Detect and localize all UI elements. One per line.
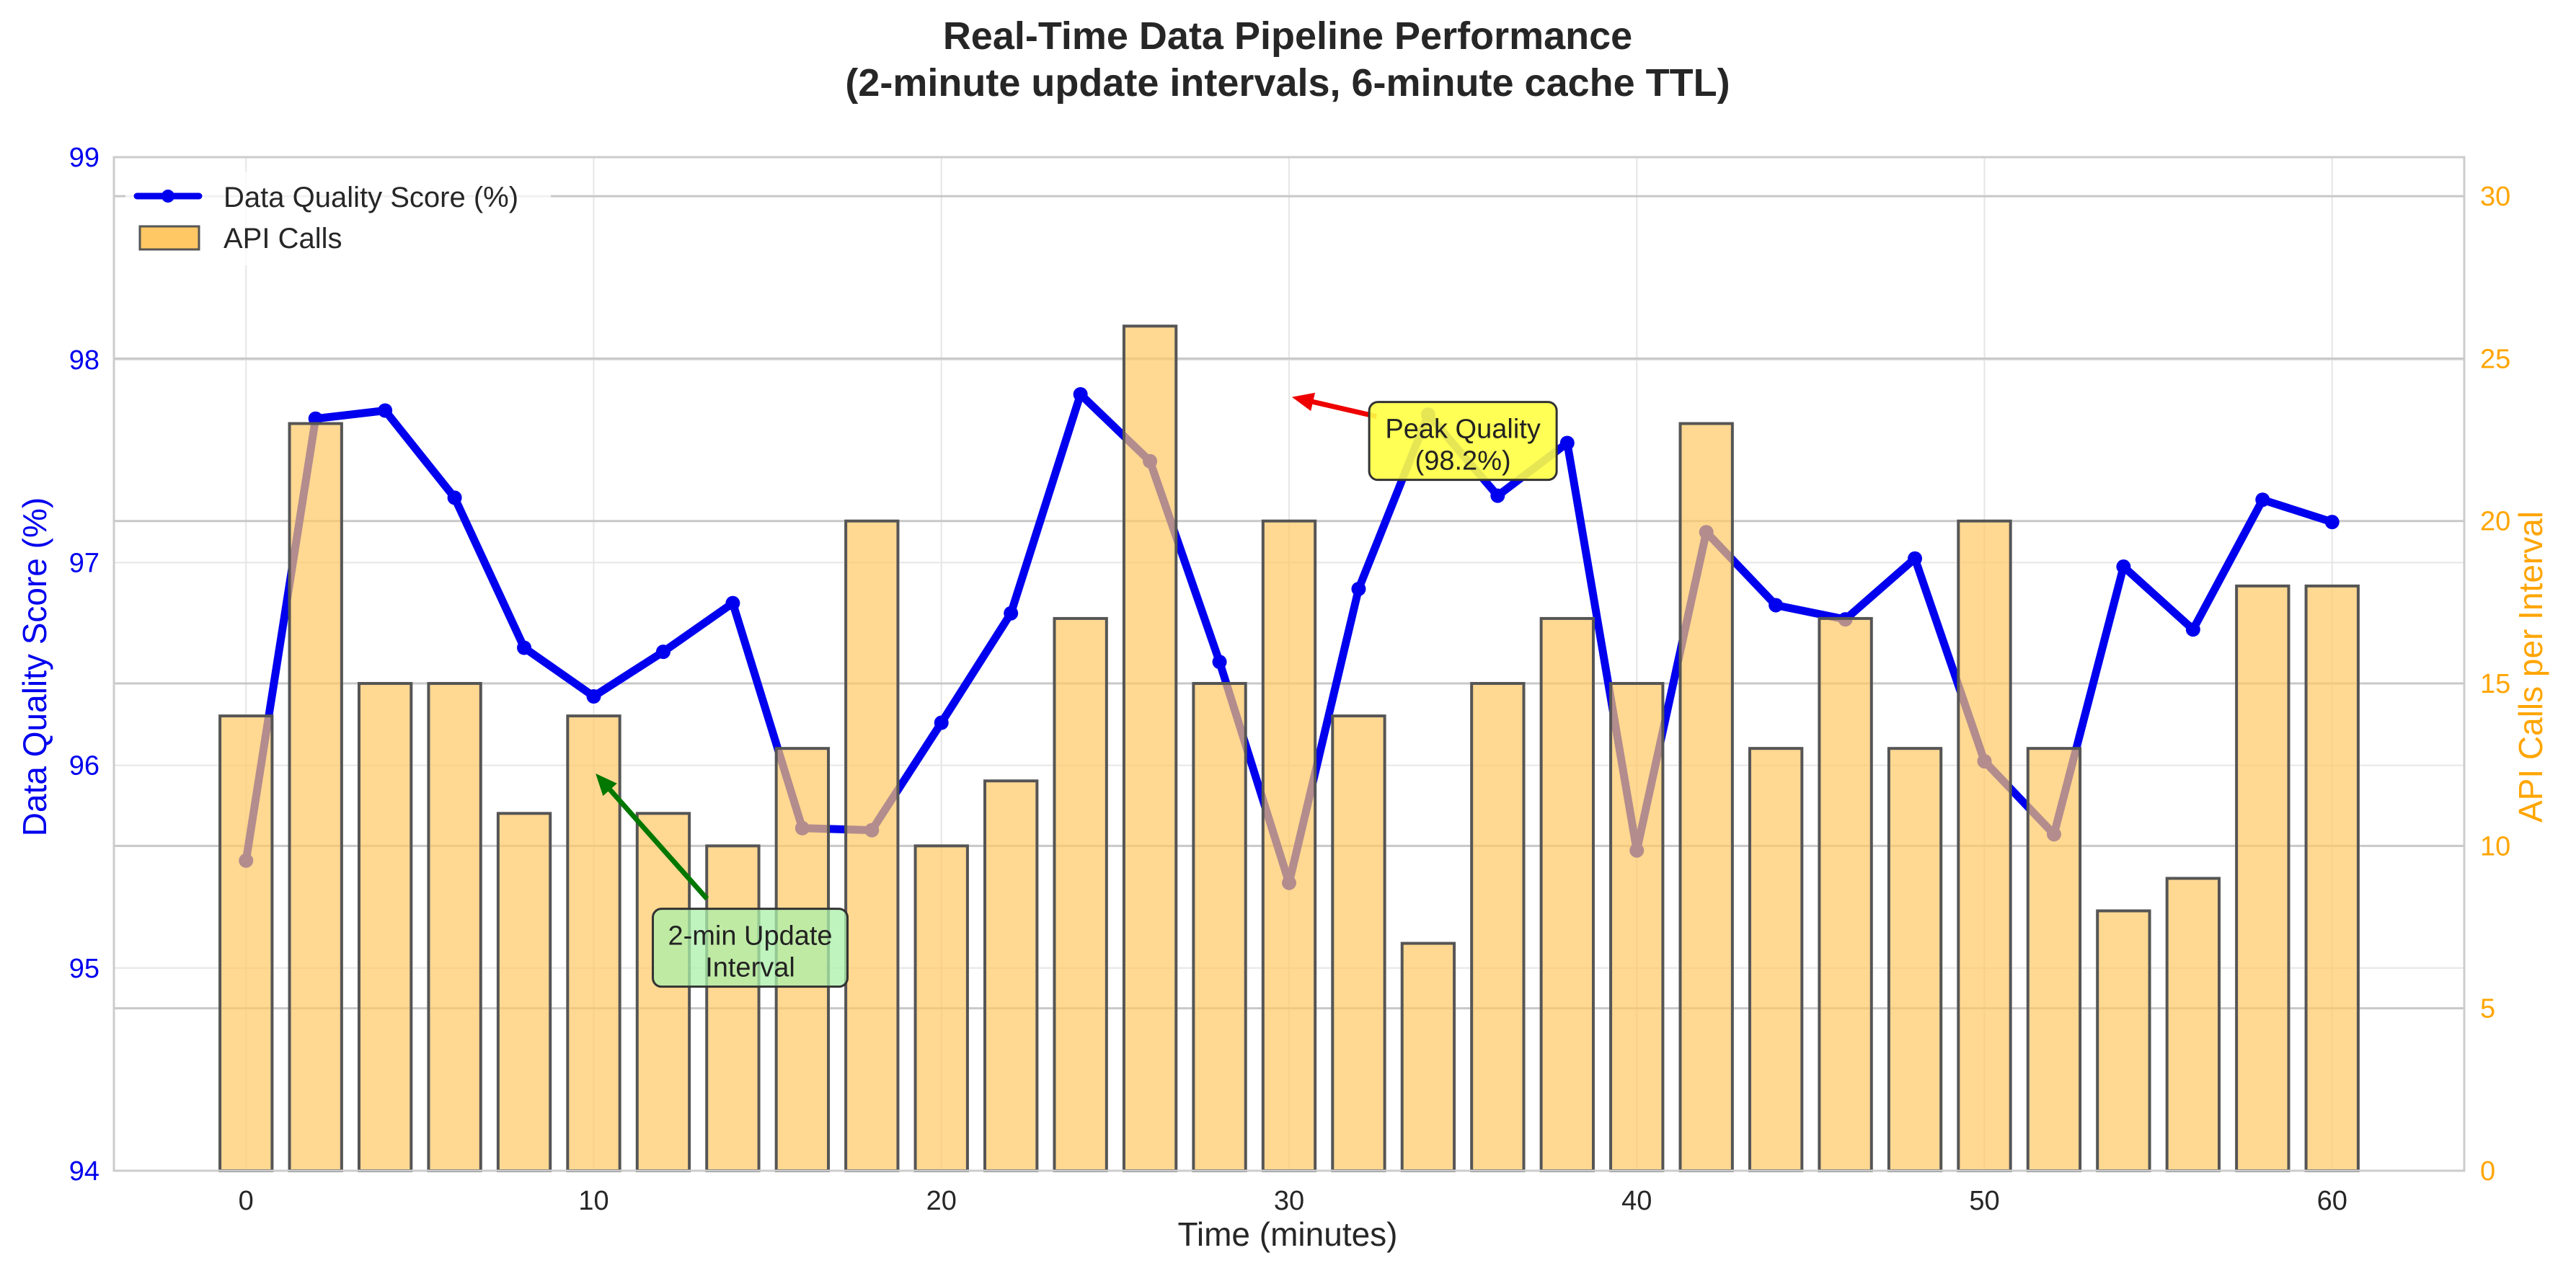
x-tick-label: 40 xyxy=(1621,1186,1652,1216)
legend: Data Quality Score (%) API Calls xyxy=(125,172,551,265)
plot-frame xyxy=(112,156,2466,1172)
quality-point xyxy=(2324,515,2340,530)
api-calls-bar xyxy=(2235,584,2290,1172)
api-calls-bar xyxy=(1331,714,1386,1172)
y-tick-label-right: 20 xyxy=(2480,507,2510,537)
api-calls-bar xyxy=(1539,616,1595,1172)
api-calls-bar xyxy=(1261,519,1317,1172)
api-calls-bar xyxy=(1192,682,1247,1172)
api-calls-bar xyxy=(2165,877,2221,1173)
annotation-text: Peak Quality xyxy=(1385,415,1540,445)
api-calls-bar xyxy=(288,422,343,1172)
annotation-box xyxy=(1368,401,1558,482)
quality-point xyxy=(517,640,532,655)
y-tick-label-left: 94 xyxy=(69,1156,99,1187)
annotation-text: Interval xyxy=(705,953,795,983)
x-tick-label: 20 xyxy=(926,1186,957,1216)
api-calls-bar xyxy=(844,519,900,1172)
api-calls-bar xyxy=(705,844,761,1173)
annotation-arrow-shaft xyxy=(1308,398,1377,420)
y-tick-label-right: 5 xyxy=(2480,994,2495,1024)
api-calls-bar xyxy=(1818,616,1873,1172)
api-calls-bar xyxy=(1053,616,1108,1172)
x-tick-label: 50 xyxy=(1969,1186,1999,1216)
api-calls-bar xyxy=(1122,324,1178,1172)
api-calls-bar xyxy=(2304,584,2360,1172)
quality-point xyxy=(1351,581,1366,596)
annotation-arrow-head xyxy=(1291,392,1316,412)
y-tick-label-left: 95 xyxy=(69,954,99,984)
quality-point xyxy=(2185,622,2200,637)
api-calls-bar xyxy=(1400,942,1456,1172)
y-axis-label-left: Data Quality Score (%) xyxy=(16,497,53,836)
quality-point xyxy=(1212,655,1227,670)
y-tick-label-right: 30 xyxy=(2480,182,2510,212)
x-tick-label: 10 xyxy=(578,1186,608,1216)
y-tick-label-left: 98 xyxy=(69,345,99,376)
chart-title-line2: (2-minute update intervals, 6-minute cac… xyxy=(845,61,1730,105)
chart-title-line1: Real-Time Data Pipeline Performance xyxy=(943,14,1632,58)
y-tick-label-right: 15 xyxy=(2480,669,2510,699)
api-calls-bar xyxy=(1957,519,2012,1172)
api-calls-bar xyxy=(357,682,413,1172)
y-tick-label-left: 97 xyxy=(69,548,99,578)
quality-point xyxy=(1908,551,1923,566)
x-tick-label: 0 xyxy=(239,1186,254,1216)
legend-box xyxy=(125,172,551,265)
quality-point xyxy=(1490,488,1505,503)
y-tick-label-left: 96 xyxy=(69,751,99,781)
annotation-arrow-shaft xyxy=(605,784,709,901)
api-calls-bar xyxy=(2026,747,2082,1172)
quality-point xyxy=(586,688,601,704)
api-calls-bar xyxy=(983,779,1039,1172)
annotation-arrow-head xyxy=(596,774,617,797)
api-calls-bar xyxy=(1470,682,1526,1172)
quality-point xyxy=(725,595,740,611)
annotation-text: (98.2%) xyxy=(1415,446,1511,477)
annotation-box xyxy=(652,908,849,988)
quality-point xyxy=(447,490,462,505)
api-calls-bar xyxy=(1678,422,1734,1172)
y-tick-label-right: 0 xyxy=(2480,1156,2495,1187)
legend-label-quality: Data Quality Score (%) xyxy=(223,182,518,213)
quality-point xyxy=(1073,387,1088,402)
x-tick-label: 30 xyxy=(1274,1186,1304,1216)
y-tick-label-right: 10 xyxy=(2480,831,2510,861)
y-tick-label-left: 99 xyxy=(69,143,99,173)
legend-line-marker xyxy=(161,190,174,203)
legend-bar-swatch xyxy=(138,225,200,251)
quality-point xyxy=(1004,606,1019,621)
api-calls-bar xyxy=(1609,682,1665,1172)
api-calls-bar xyxy=(427,682,482,1172)
quality-point xyxy=(2116,559,2131,575)
annotation-text: 2-min Update xyxy=(668,921,832,952)
quality-point xyxy=(655,644,670,660)
quality-point xyxy=(2255,492,2270,508)
quality-point xyxy=(1769,598,1784,613)
api-calls-bar xyxy=(1748,747,1804,1172)
api-calls-bar xyxy=(2096,909,2151,1172)
y-tick-label-right: 25 xyxy=(2480,344,2510,374)
axis-ticks: 0 10 20 30 40 50 60 94 95 96 97 98 99 0 5 10 15 20 25 30 xyxy=(69,143,2511,1216)
x-axis-label: Time (minutes) xyxy=(1178,1215,1398,1253)
x-tick-label: 60 xyxy=(2317,1186,2347,1216)
y-axis-label-right: API Calls per Interval xyxy=(2512,511,2549,823)
api-calls-bar xyxy=(1887,747,1943,1172)
api-calls-bar xyxy=(496,812,552,1173)
legend-label-api: API Calls xyxy=(223,223,342,254)
api-calls-bars xyxy=(218,324,2360,1173)
quality-point xyxy=(934,715,949,730)
api-calls-bar xyxy=(913,844,969,1173)
quality-point xyxy=(1559,435,1575,451)
quality-point xyxy=(378,403,393,418)
api-calls-bar xyxy=(218,714,274,1172)
